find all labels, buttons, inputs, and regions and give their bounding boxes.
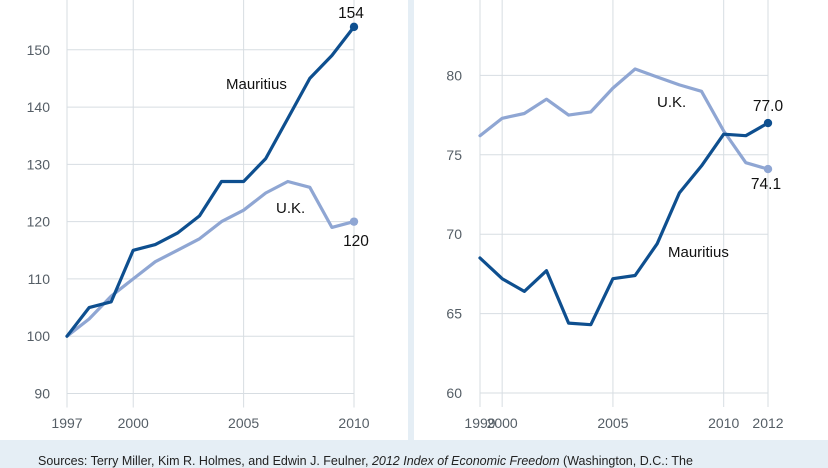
end-value-label: 74.1 bbox=[751, 176, 781, 193]
series-name-label: Mauritius bbox=[226, 76, 287, 93]
y-tick-label: 65 bbox=[446, 306, 462, 322]
x-tick-label: 2010 bbox=[338, 415, 369, 431]
y-tick-label: 100 bbox=[27, 328, 51, 344]
end-value-label: 120 bbox=[343, 233, 369, 250]
x-tick-label: 2000 bbox=[487, 415, 518, 431]
series-name-label: U.K. bbox=[657, 94, 686, 111]
chart-panel bbox=[414, 0, 828, 440]
x-tick-label: 2005 bbox=[597, 415, 628, 431]
source-note: Sources: Terry Miller, Kim R. Holmes, an… bbox=[38, 454, 828, 468]
x-tick-label: 1997 bbox=[51, 415, 82, 431]
y-tick-label: 140 bbox=[27, 99, 51, 115]
source-label: Sources: bbox=[38, 454, 88, 468]
y-tick-label: 120 bbox=[27, 214, 51, 230]
x-tick-label: 2012 bbox=[752, 415, 783, 431]
end-point-marker bbox=[763, 118, 773, 128]
end-value-label: 154 bbox=[338, 5, 364, 22]
y-tick-label: 70 bbox=[446, 226, 462, 242]
y-tick-label: 150 bbox=[27, 42, 51, 58]
series-line-mauritius bbox=[65, 25, 356, 338]
end-point-marker bbox=[349, 22, 359, 32]
panel-divider bbox=[408, 0, 414, 440]
series-line-mauritius bbox=[478, 121, 770, 327]
y-tick-label: 60 bbox=[446, 385, 462, 401]
chart-left: 90 100 110 120 130 140 150 1997 2000 2005 2010 Maur… bbox=[0, 0, 408, 440]
y-tick-label: 130 bbox=[27, 156, 51, 172]
source-text-b: (Washington, D.C.: The bbox=[563, 454, 693, 468]
end-value-label: 77.0 bbox=[753, 98, 784, 115]
x-tick-label: 2010 bbox=[708, 415, 739, 431]
end-point-marker bbox=[763, 164, 773, 174]
source-text-a: Terry Miller, Kim R. Holmes, and Edwin J… bbox=[90, 454, 369, 468]
series-name-label: U.K. bbox=[276, 200, 305, 217]
source-title: 2012 Index of Economic Freedom bbox=[371, 454, 560, 468]
x-tick-label: 2000 bbox=[118, 415, 149, 431]
x-tick-label: 2005 bbox=[228, 415, 259, 431]
x-tick-label: 1999 bbox=[464, 415, 495, 431]
y-tick-label: 90 bbox=[34, 386, 50, 402]
y-tick-label: 80 bbox=[446, 67, 462, 83]
series-name-label: Mauritius bbox=[668, 244, 729, 261]
chart-panel bbox=[0, 0, 408, 440]
y-tick-label: 75 bbox=[446, 147, 462, 163]
series-line-uk bbox=[478, 67, 770, 171]
y-tick-label: 110 bbox=[28, 271, 51, 287]
end-point-marker bbox=[349, 217, 359, 226]
